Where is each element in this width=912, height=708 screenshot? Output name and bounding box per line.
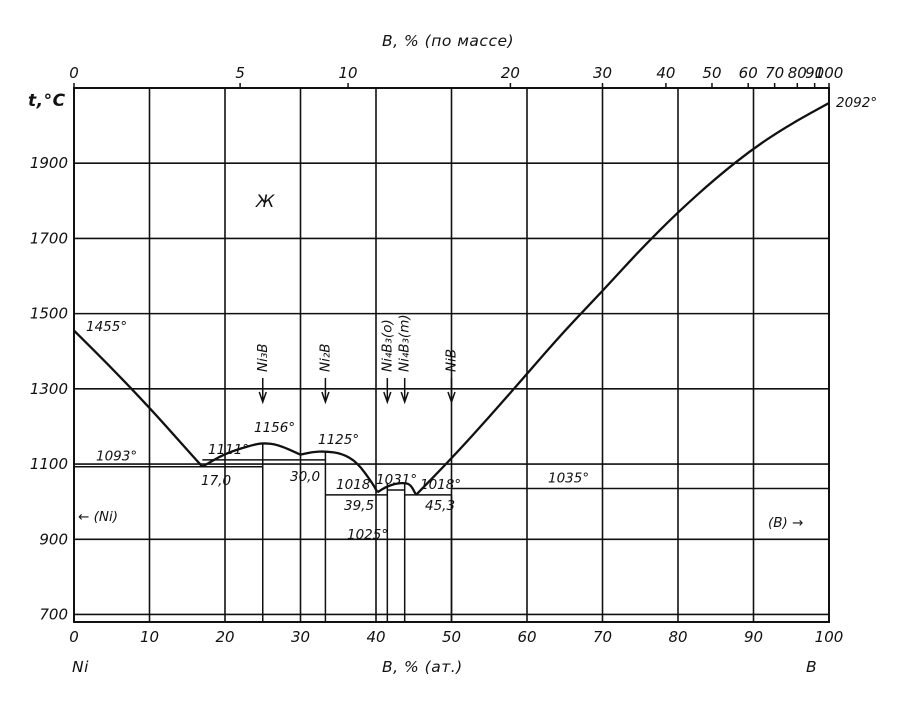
bottom-tick-label: 10 <box>140 628 159 646</box>
eutectic-3-temp-label: 1025° <box>347 527 388 543</box>
liquid-label: Ж <box>255 192 275 212</box>
isotherm-label: 1035° <box>548 471 589 487</box>
top-tick-label: 40 <box>656 64 675 82</box>
compound-arrow-head <box>321 391 330 405</box>
bottom-tick-label: 50 <box>442 628 461 646</box>
labels: 0 10 20 30 40 50 60 70 80 90 100700900110013001500… <box>30 64 844 646</box>
y-tick-label: 1500 <box>30 305 68 323</box>
isotherm-label: 1093° <box>96 449 137 465</box>
liquidus-curves <box>73 102 830 496</box>
compound-label: NiB <box>444 349 460 372</box>
compound-label: Ni₄B₃(m) <box>397 314 413 372</box>
compound-arrow-head <box>400 391 409 405</box>
bottom-tick-label: 100 <box>815 628 844 646</box>
y-tick-label: 700 <box>39 605 68 623</box>
top-tick-label: 0 <box>69 64 79 82</box>
y-tick-label: 1300 <box>30 380 68 398</box>
bottom-tick-label: 0 <box>69 628 79 646</box>
y-axis-title: t,°C <box>28 91 66 111</box>
compound-arrow-head <box>383 391 392 405</box>
eutectic-1-label: 17,0 <box>201 473 231 489</box>
bottom-tick-label: 90 <box>744 628 763 646</box>
isotherm-label: 1018 <box>336 477 370 493</box>
y-tick-label: 1900 <box>30 154 68 172</box>
right-end-label: B <box>806 658 817 676</box>
top-tick-label: 5 <box>235 64 245 82</box>
y-tick-label: 900 <box>39 530 68 548</box>
top-tick-label: 20 <box>501 64 520 82</box>
top-tick-label: 30 <box>593 64 612 82</box>
liquidus-curve <box>300 450 379 493</box>
bottom-tick-label: 20 <box>215 628 234 646</box>
top-axis-title: B, % (по массе) <box>382 32 514 50</box>
eutectic-2-label: 30,0 <box>290 469 320 485</box>
top-tick-label: 90 <box>805 64 824 82</box>
isotherm-label: 1031° <box>376 472 417 488</box>
bottom-tick-label: 30 <box>291 628 310 646</box>
liquidus-curve <box>415 102 830 496</box>
top-tick-label: 70 <box>765 64 784 82</box>
bottom-tick-label: 80 <box>668 628 687 646</box>
compound-label: Ni₃B <box>255 343 271 372</box>
isotherm-label: 1018° <box>420 477 461 493</box>
b-solid-label: (B) → <box>768 515 803 531</box>
compound-arrow-head <box>258 391 267 405</box>
bottom-tick-label: 40 <box>366 628 385 646</box>
liquidus-curve <box>73 329 204 468</box>
ni2b-melting-label: 1125° <box>318 432 359 448</box>
top-tick-label: 80 <box>788 64 807 82</box>
top-tick-label: 10 <box>339 64 358 82</box>
compound-arrow-head <box>447 391 456 405</box>
ni-melting-point-label: 1455° <box>86 319 127 335</box>
isotherm-label: 1111° <box>208 442 249 458</box>
top-tick-label: 50 <box>702 64 721 82</box>
eutectic-4-label: 45,3 <box>425 498 455 514</box>
eutectic-3-label: 39,5 <box>344 498 374 514</box>
phase-lines <box>74 378 829 622</box>
y-tick-label: 1100 <box>30 455 68 473</box>
liquidus-curve <box>201 442 301 468</box>
compound-label: Ni₄B₃(o) <box>379 319 395 372</box>
bottom-tick-label: 60 <box>517 628 536 646</box>
left-end-label: Ni <box>72 658 89 676</box>
ni3b-melting-label: 1156° <box>254 420 295 436</box>
b-melting-point-label: 2092° <box>836 95 877 111</box>
liquidus-curve <box>376 481 418 496</box>
bottom-tick-label: 70 <box>593 628 612 646</box>
bottom-axis-title: B, % (ат.) <box>382 658 463 676</box>
top-tick-label: 100 <box>815 64 844 82</box>
top-tick-label: 60 <box>739 64 758 82</box>
compound-label: Ni₂B <box>317 343 333 372</box>
y-tick-label: 1700 <box>30 229 68 247</box>
ni-solid-label: ← (Ni) <box>78 509 118 525</box>
